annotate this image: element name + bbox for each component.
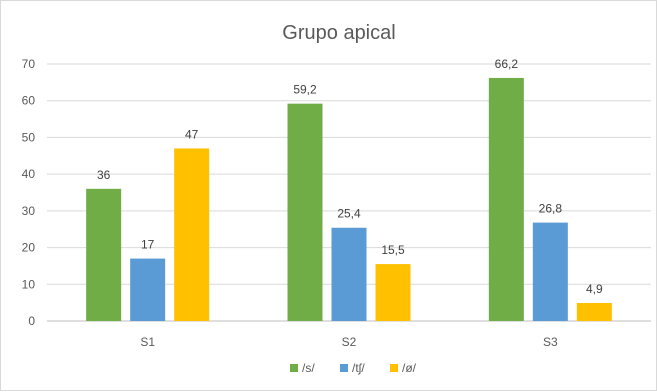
bar bbox=[130, 258, 166, 321]
data-label: 66,2 bbox=[495, 57, 519, 71]
y-tick-label: 30 bbox=[22, 204, 36, 218]
data-labels: 36 17 47 59,2 25,4 15,5 66,2 26,8 4,9 bbox=[97, 57, 603, 296]
legend: /s/ /tʃ/ /ø/ bbox=[290, 361, 417, 375]
y-axis-ticks: 0 10 20 30 40 50 60 70 bbox=[22, 57, 36, 328]
legend-swatch bbox=[290, 364, 298, 372]
data-label: 36 bbox=[97, 168, 111, 182]
legend-label: /ø/ bbox=[402, 361, 417, 375]
y-tick-label: 20 bbox=[22, 241, 36, 255]
data-label: 15,5 bbox=[381, 243, 405, 257]
data-label: 59,2 bbox=[293, 83, 317, 97]
data-label: 4,9 bbox=[586, 282, 603, 296]
data-label: 47 bbox=[185, 127, 199, 141]
x-tick-label: S2 bbox=[342, 335, 357, 349]
legend-label: /tʃ/ bbox=[352, 361, 365, 375]
y-tick-label: 70 bbox=[22, 57, 36, 71]
chart-title: Grupo apical bbox=[282, 22, 395, 44]
y-tick-label: 10 bbox=[22, 277, 36, 291]
y-tick-label: 60 bbox=[22, 94, 36, 108]
bar bbox=[532, 222, 568, 321]
bar bbox=[174, 148, 210, 321]
data-label: 25,4 bbox=[337, 207, 361, 221]
bar bbox=[488, 77, 524, 321]
bar bbox=[86, 188, 122, 321]
bar bbox=[287, 103, 323, 321]
legend-swatch bbox=[340, 364, 348, 372]
x-tick-label: S3 bbox=[543, 335, 558, 349]
legend-label: /s/ bbox=[302, 361, 315, 375]
bar bbox=[375, 264, 411, 321]
y-tick-label: 40 bbox=[22, 167, 36, 181]
x-axis-ticks: S1 S2 S3 bbox=[140, 335, 558, 349]
bar bbox=[331, 227, 367, 321]
data-label: 26,8 bbox=[539, 202, 563, 216]
bar bbox=[576, 303, 612, 321]
legend-swatch bbox=[390, 364, 398, 372]
bars bbox=[86, 77, 612, 321]
y-tick-label: 50 bbox=[22, 130, 36, 144]
x-tick-label: S1 bbox=[140, 335, 155, 349]
y-tick-label: 0 bbox=[28, 314, 35, 328]
data-label: 17 bbox=[141, 238, 155, 252]
